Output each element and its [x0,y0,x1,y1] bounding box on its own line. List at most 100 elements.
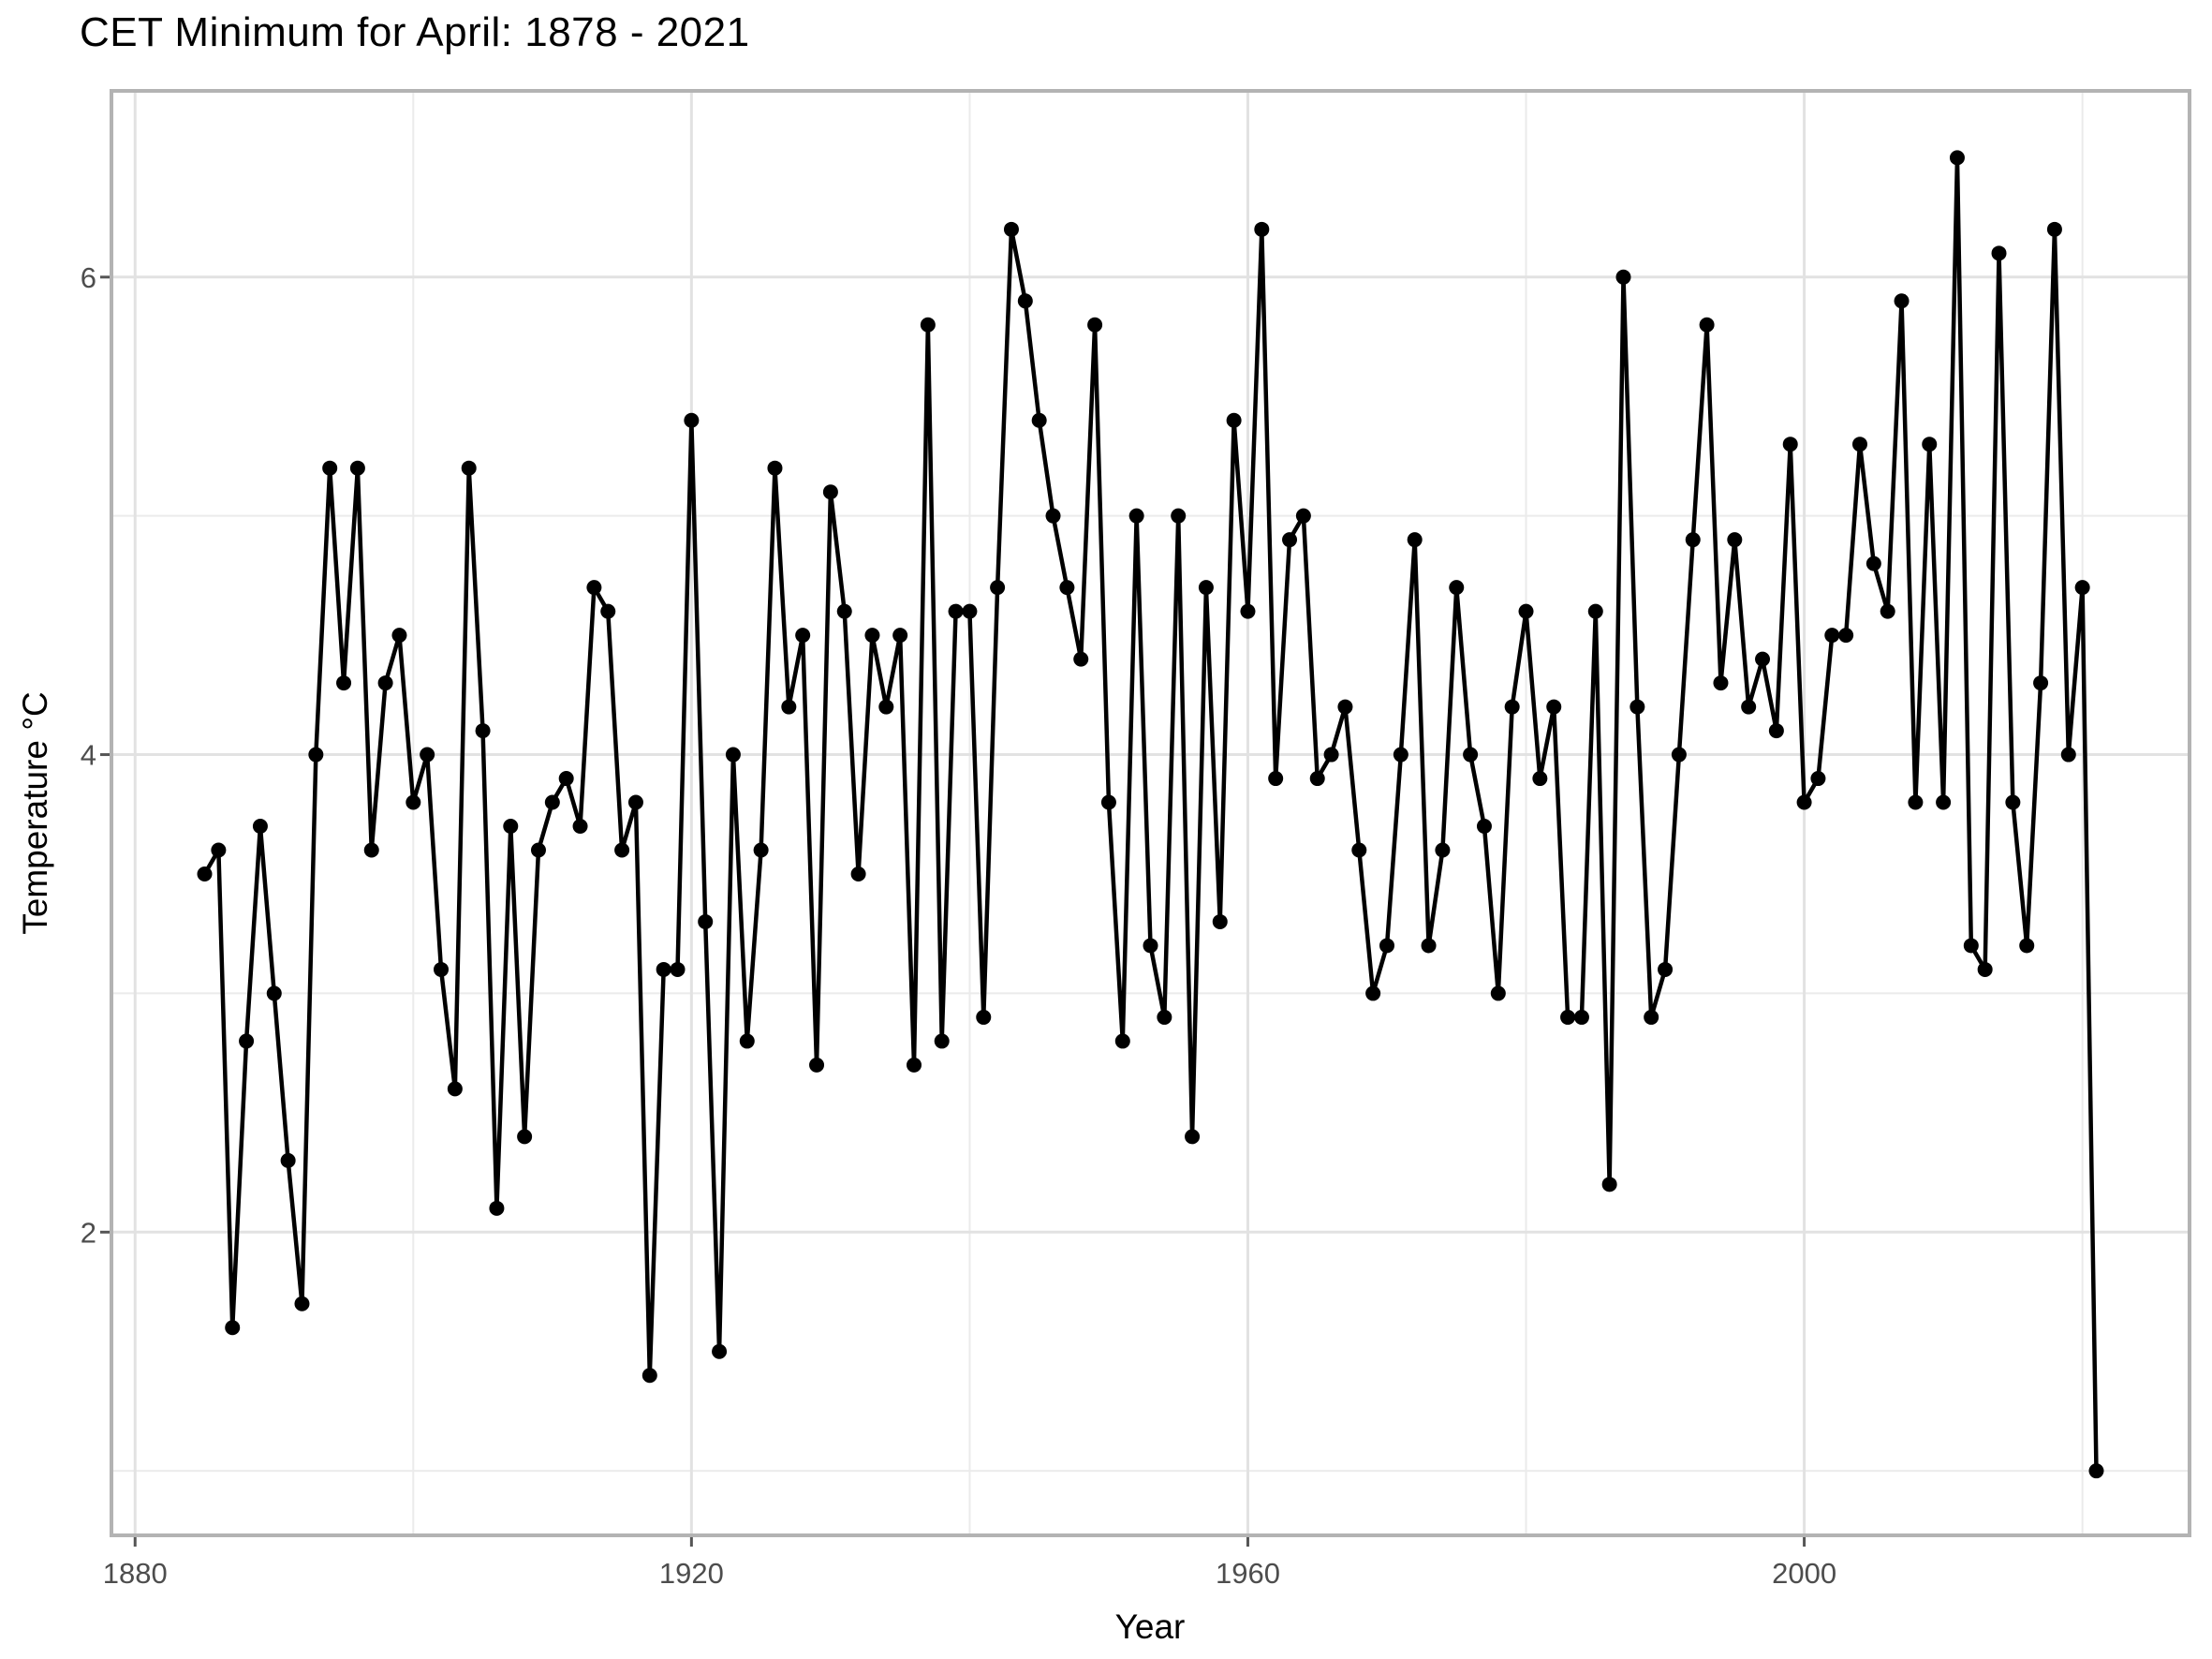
data-point [2005,794,2021,810]
data-point [1865,555,1881,571]
data-point [280,1152,296,1168]
data-point [1114,1033,1130,1049]
data-point [836,603,852,619]
data-point [2019,938,2035,954]
data-point [1755,651,1771,667]
data-point [517,1129,533,1145]
data-point [1630,699,1645,715]
data-point [1282,532,1298,548]
data-point [1713,675,1729,691]
data-point [197,866,213,881]
data-point [767,460,783,476]
data-point [1699,317,1715,333]
data-point [1851,437,1867,452]
data-point [1226,412,1242,428]
data-point [1337,699,1353,715]
data-point [2074,580,2090,596]
data-point [1936,794,1952,810]
data-point [434,961,450,977]
data-point [1601,1177,1617,1192]
data-point [1685,532,1701,548]
data-point [781,699,797,715]
data-point [920,317,936,333]
data-point [1963,938,1979,954]
data-point [294,1296,310,1311]
data-point [809,1057,825,1073]
data-point [795,628,811,644]
data-point [1254,221,1270,237]
data-point [976,1009,992,1025]
data-point [1922,437,1938,452]
data-point [1449,580,1465,596]
y-tick-label: 2 [81,1216,96,1249]
data-point [907,1057,922,1073]
data-point [1128,508,1144,524]
data-point [892,628,908,644]
data-point [1365,985,1381,1001]
data-point [1379,938,1394,954]
data-point [1059,580,1075,596]
chart-title: CET Minimum for April: 1878 - 2021 [80,9,750,55]
data-point [1463,747,1479,763]
data-point [475,723,491,739]
data-point [614,842,630,858]
data-point [1810,771,1826,787]
data-point [1351,842,1367,858]
data-point [1532,771,1548,787]
data-point [1518,603,1534,619]
data-point [1268,771,1284,787]
data-point [558,771,574,787]
data-point [1658,961,1674,977]
data-point [447,1081,463,1097]
data-point [670,961,686,977]
data-point [656,961,671,977]
data-point [990,580,1006,596]
data-point [878,699,894,715]
data-point [1157,1009,1172,1025]
data-point [1198,580,1214,596]
data-point [572,819,588,835]
data-point [1185,1129,1201,1145]
data-point [1949,150,1965,166]
data-point [530,842,546,858]
data-point [1838,628,1854,644]
data-point [948,603,964,619]
data-point [1741,699,1757,715]
data-point [712,1343,728,1359]
data-point [1908,794,1924,810]
data-point [349,460,365,476]
data-point [864,628,880,644]
data-point [1880,603,1895,619]
x-tick-label: 1880 [103,1557,168,1590]
panel-border [110,89,2191,1537]
data-point [1894,293,1910,309]
data-point [1615,269,1631,285]
data-point [1240,603,1256,619]
data-point [1490,985,1506,1001]
data-point [1100,794,1116,810]
data-point [1407,532,1423,548]
data-point [420,747,435,763]
data-point [1421,938,1437,954]
data-point [962,603,978,619]
data-point [586,580,602,596]
data-point [1212,913,1228,929]
data-point [1295,508,1311,524]
data-point [934,1033,950,1049]
data-point [1504,699,1520,715]
data-point [239,1033,255,1049]
data-point [2088,1463,2104,1479]
data-point [1727,532,1743,548]
data-line [202,156,2099,1472]
data-point [1143,938,1158,954]
data-point [822,484,838,500]
data-point [211,842,227,858]
data-point [627,794,643,810]
y-axis-title: Temperature °C [16,691,54,935]
data-point [544,794,560,810]
data-point [641,1368,657,1384]
y-tick-label: 6 [81,261,96,294]
data-point [2033,675,2049,691]
data-point [725,747,741,763]
data-point [489,1200,505,1216]
